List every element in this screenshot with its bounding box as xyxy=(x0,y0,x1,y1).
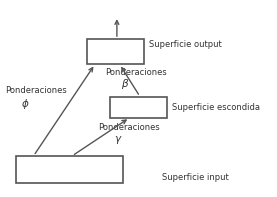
Text: $\gamma$: $\gamma$ xyxy=(114,134,123,146)
Bar xyxy=(111,97,167,118)
Text: Ponderaciones: Ponderaciones xyxy=(5,86,67,95)
Text: $\beta$: $\beta$ xyxy=(121,77,129,91)
Bar xyxy=(88,39,144,64)
Text: Superficie escondida: Superficie escondida xyxy=(172,103,260,112)
Text: Ponderaciones: Ponderaciones xyxy=(98,123,159,132)
Text: Ponderaciones: Ponderaciones xyxy=(105,68,167,77)
Text: Superficie output: Superficie output xyxy=(149,40,222,49)
Bar xyxy=(16,156,123,183)
Text: $\phi$: $\phi$ xyxy=(21,97,29,111)
Text: Superficie input: Superficie input xyxy=(162,173,229,182)
